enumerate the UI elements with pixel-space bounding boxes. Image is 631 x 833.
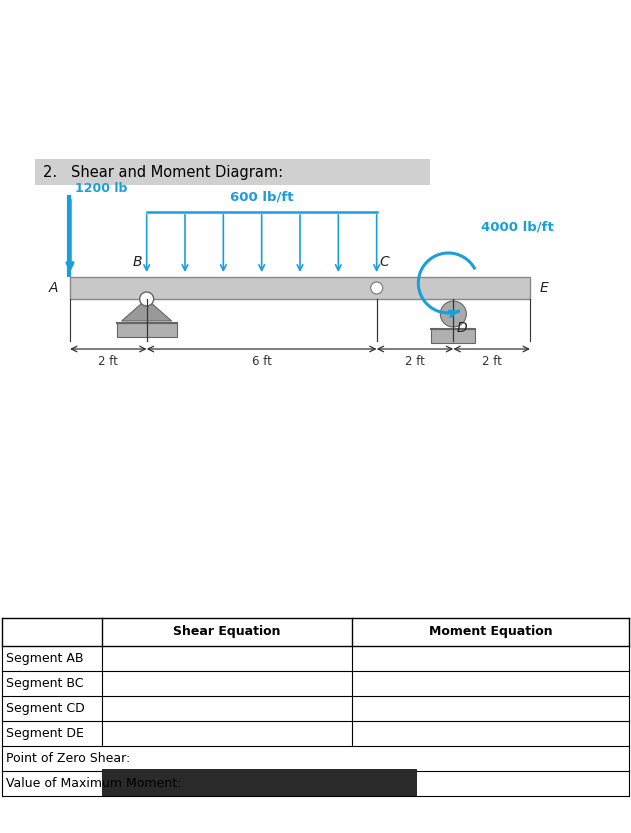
Text: 1200 lb: 1200 lb	[75, 182, 127, 195]
Text: 4000 lb/ft: 4000 lb/ft	[481, 221, 554, 233]
Text: 2 ft: 2 ft	[98, 355, 118, 368]
Bar	[117, 323, 177, 337]
Polygon shape	[122, 299, 172, 321]
Bar	[70, 277, 530, 299]
Text: Moment Equation: Moment Equation	[428, 626, 552, 639]
Bar	[35, 159, 430, 185]
Text: Value of Maximum Moment:: Value of Maximum Moment:	[6, 777, 181, 790]
Text: C: C	[380, 255, 389, 269]
Text: B: B	[132, 255, 142, 269]
Circle shape	[440, 301, 466, 327]
Text: 2 ft: 2 ft	[405, 355, 425, 368]
Text: 2 ft: 2 ft	[481, 355, 502, 368]
Circle shape	[139, 292, 154, 306]
Text: Segment AB: Segment AB	[6, 652, 83, 665]
Text: 600 lb/ft: 600 lb/ft	[230, 190, 293, 203]
Text: Segment DE: Segment DE	[6, 727, 84, 740]
Text: Segment BC: Segment BC	[6, 677, 83, 690]
Text: Point of Zero Shear:: Point of Zero Shear:	[6, 752, 130, 765]
Text: D: D	[456, 321, 467, 335]
Bar	[432, 329, 475, 343]
Text: Shear Equation: Shear Equation	[174, 626, 281, 639]
Text: E: E	[540, 281, 549, 295]
Bar	[102, 769, 417, 796]
Text: Segment CD: Segment CD	[6, 702, 85, 715]
Circle shape	[370, 282, 382, 294]
Text: 2.   Shear and Moment Diagram:: 2. Shear and Moment Diagram:	[43, 164, 283, 179]
Text: 6 ft: 6 ft	[252, 355, 271, 368]
Text: A: A	[49, 281, 58, 295]
